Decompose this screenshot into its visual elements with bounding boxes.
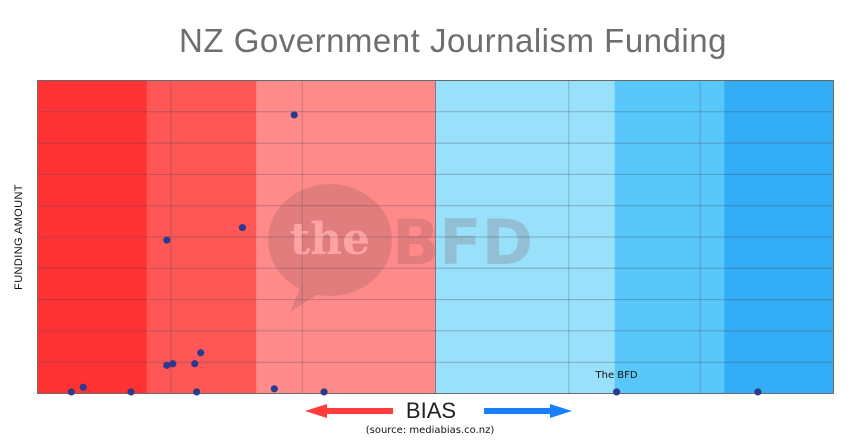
left-arrow-icon — [305, 404, 393, 418]
chart-title: NZ Government Journalism Funding — [179, 22, 727, 59]
source-note: (source: mediabias.co.nz) — [365, 425, 495, 436]
watermark-bfd: BFD — [392, 206, 533, 279]
data-point-13 — [320, 388, 328, 396]
data-point-8 — [169, 360, 177, 368]
bias-band-4 — [435, 80, 615, 394]
x-axis-label: BIAS — [405, 398, 457, 423]
right-arrow-icon — [484, 404, 572, 418]
data-point-2 — [238, 224, 247, 232]
plot-frame — [37, 80, 834, 394]
data-point-9 — [191, 360, 199, 368]
data-point-14 — [612, 388, 621, 396]
bias-bands — [37, 80, 834, 394]
data-point-1 — [290, 111, 298, 119]
data-point-12 — [270, 385, 278, 393]
data-point-5 — [127, 388, 135, 396]
data-point-10 — [197, 349, 205, 357]
data-point-15 — [754, 388, 762, 396]
data-point-7 — [163, 361, 171, 369]
data-point-4 — [79, 383, 87, 391]
annotations: The BFD — [595, 370, 638, 381]
watermark-logo: the BFD — [268, 184, 533, 312]
bias-band-3 — [256, 80, 436, 394]
data-point-3 — [163, 236, 171, 244]
data-point-6 — [67, 388, 75, 396]
grid-lines — [37, 80, 834, 394]
bias-band-5 — [614, 80, 725, 394]
data-point-11 — [193, 388, 201, 396]
watermark-the: the — [290, 214, 370, 265]
bias-band-1 — [37, 80, 147, 394]
annotation-label-1: The BFD — [595, 370, 638, 381]
bias-band-6 — [724, 80, 834, 394]
data-points — [67, 111, 762, 396]
